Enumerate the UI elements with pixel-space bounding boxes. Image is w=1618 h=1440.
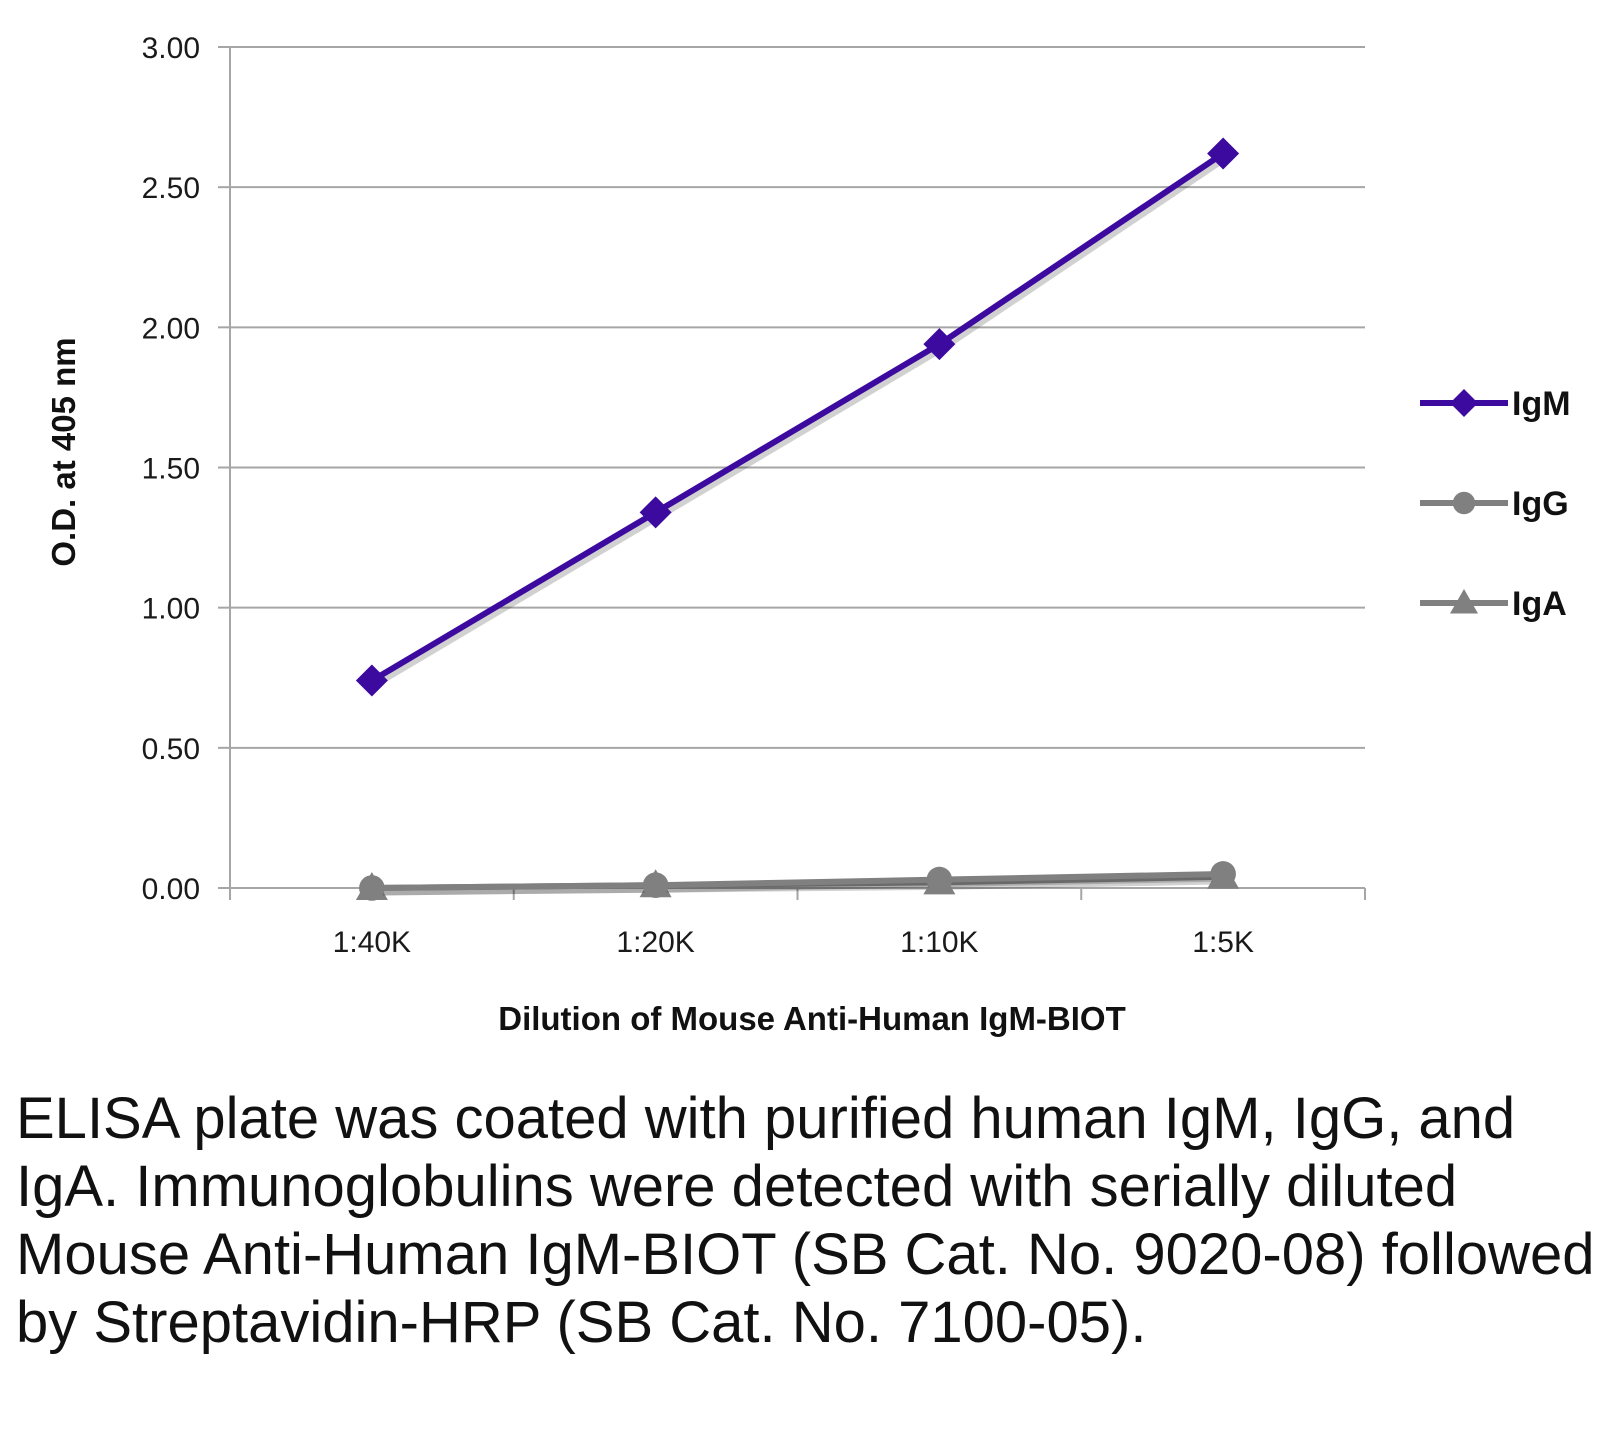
data-point (1210, 861, 1236, 887)
series-line (371, 871, 1224, 891)
series-line-shadow (374, 877, 1227, 896)
data-point (1207, 137, 1240, 170)
legend-item-igg: IgG (1420, 485, 1569, 523)
figure-caption: ELISA plate was coated with purified hum… (16, 1086, 1595, 1355)
legend-marker (1450, 389, 1478, 417)
data-series (355, 137, 1240, 901)
legend-label: IgM (1512, 385, 1571, 423)
y-tick-label: 1.00 (142, 593, 200, 626)
data-point (359, 875, 385, 901)
legend-label: IgG (1512, 485, 1569, 523)
legend-marker (1450, 589, 1478, 614)
data-point (923, 328, 956, 361)
data-point (639, 496, 672, 529)
y-tick-label: 0.50 (142, 733, 200, 766)
gridlines (230, 46, 1365, 749)
y-tick-label: 2.50 (142, 172, 200, 205)
x-tick-label: 1:5K (1192, 926, 1254, 959)
series-igg (359, 861, 1236, 901)
legend-item-iga: IgA (1420, 585, 1567, 623)
axes: 0.00 0.50 1.00 1.50 2.00 2.50 3.00 1:40K 1:20K 1:… (142, 32, 1366, 959)
series-line-shadow (374, 874, 1227, 896)
y-axis-title: O.D. at 405 nm (45, 337, 82, 566)
data-point (642, 872, 669, 898)
series-line-shadow (373, 154, 1229, 688)
legend-label: IgA (1512, 585, 1567, 623)
y-tick-label: 3.00 (142, 32, 200, 65)
series-igm (355, 137, 1240, 697)
x-tick-label: 1:40K (333, 926, 411, 959)
data-point (926, 866, 953, 893)
series-line (370, 151, 1225, 684)
legend-item-igm: IgM (1420, 385, 1571, 423)
y-tick-label: 1.50 (142, 453, 200, 486)
data-point (355, 664, 388, 697)
x-tick-label: 1:10K (900, 926, 978, 959)
legend-marker (1452, 491, 1476, 515)
y-tick-label: 2.00 (142, 312, 200, 345)
y-tick-label: 0.00 (142, 873, 200, 906)
elisa-line-chart: 0.00 0.50 1.00 1.50 2.00 2.50 3.00 1:40K 1:20K 1:… (45, 32, 1571, 1037)
legend: IgM IgG IgA (1420, 385, 1571, 623)
x-tick-label: 1:20K (616, 926, 694, 959)
x-axis-title: Dilution of Mouse Anti-Human IgM-BIOT (498, 1000, 1126, 1037)
